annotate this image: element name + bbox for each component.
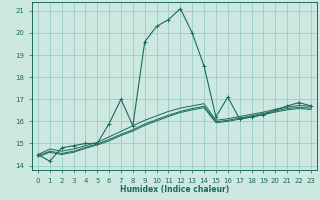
X-axis label: Humidex (Indice chaleur): Humidex (Indice chaleur) — [120, 185, 229, 194]
